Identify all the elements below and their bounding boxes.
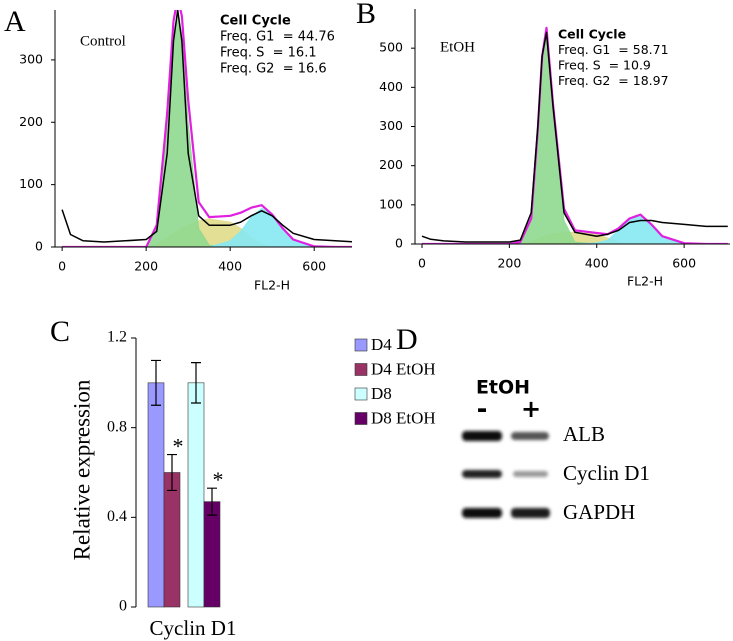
y-tick-label: 100 bbox=[379, 196, 403, 211]
component-area bbox=[62, 13, 352, 247]
legend-label: D4 bbox=[371, 335, 392, 354]
annotation: Freq. G1 = 44.76 bbox=[220, 30, 335, 45]
legend-swatch bbox=[354, 363, 368, 376]
significance-mark: * bbox=[173, 434, 184, 459]
x-tick-label: Cyclin D1 bbox=[150, 616, 237, 640]
y-tick-label: 200 bbox=[19, 114, 43, 129]
annotation: Freq. G1 = 58.71 bbox=[558, 42, 669, 57]
treatment-label: EtOH bbox=[476, 377, 530, 399]
band-label: ALB bbox=[563, 422, 605, 446]
band bbox=[462, 470, 502, 478]
legend-label: D8 bbox=[371, 384, 392, 403]
y-tick-label: 400 bbox=[379, 79, 403, 94]
histogram-line bbox=[61, 10, 352, 243]
y-tick-label: 300 bbox=[19, 51, 43, 66]
band bbox=[513, 471, 548, 477]
x-tick-label: 400 bbox=[585, 256, 609, 271]
panel-label: B bbox=[356, 0, 376, 30]
lane-label: - bbox=[477, 395, 488, 425]
legend-swatch bbox=[354, 387, 368, 401]
western-blot: EtOH - + ALB Cyclin D1 GAPDH bbox=[462, 377, 650, 524]
lane-label: + bbox=[521, 395, 541, 423]
significance-mark: * bbox=[213, 467, 224, 492]
sample-label: Control bbox=[80, 33, 126, 49]
x-tick-label: 0 bbox=[58, 259, 66, 274]
component-area bbox=[62, 218, 352, 247]
x-tick-label: 0 bbox=[418, 256, 426, 271]
error-bar bbox=[151, 359, 161, 406]
x-tick-label: 200 bbox=[497, 256, 521, 271]
bar bbox=[163, 472, 181, 608]
y-tick-label: 100 bbox=[19, 176, 43, 191]
bands bbox=[462, 431, 550, 518]
annotation: Freq. G2 = 16.6 bbox=[220, 62, 327, 77]
histogram-line bbox=[421, 31, 728, 243]
band bbox=[511, 508, 550, 518]
band-label: GAPDH bbox=[563, 500, 635, 524]
x-tick-label: 600 bbox=[302, 259, 326, 274]
error-bar bbox=[191, 362, 201, 404]
annotation: Freq. S = 16.1 bbox=[220, 46, 317, 61]
bar bbox=[147, 382, 165, 608]
annotation: Cell Cycle bbox=[558, 27, 626, 42]
y-tick-label: 0 bbox=[35, 239, 43, 254]
histogram-line bbox=[62, 10, 352, 247]
x-axis-label: FL2-H bbox=[627, 274, 663, 289]
band-label: Cyclin D1 bbox=[563, 461, 650, 485]
annotation: Cell Cycle bbox=[220, 14, 291, 29]
plot-area bbox=[61, 10, 352, 247]
y-tick-label: 500 bbox=[379, 40, 403, 55]
y-tick-label: 200 bbox=[379, 157, 403, 172]
legend-swatch bbox=[354, 412, 368, 425]
error-bar bbox=[167, 453, 177, 492]
y-tick-label: 0.8 bbox=[107, 418, 127, 435]
plot-area bbox=[421, 26, 728, 244]
y-tick-label: 0 bbox=[119, 598, 127, 615]
error-bar bbox=[207, 487, 217, 516]
legend-swatch bbox=[354, 338, 368, 352]
band bbox=[511, 432, 549, 440]
x-tick-label: 200 bbox=[134, 259, 158, 274]
sample-label: EtOH bbox=[440, 39, 475, 55]
panel-label: C bbox=[50, 315, 70, 348]
legend-label: D4 EtOH bbox=[371, 359, 436, 378]
panel-label: A bbox=[4, 5, 26, 38]
annotation: Freq. S = 10.9 bbox=[558, 58, 651, 73]
component-area bbox=[422, 36, 728, 244]
annotation: Freq. G2 = 18.97 bbox=[558, 73, 669, 88]
bar bbox=[203, 501, 221, 608]
x-axis-label: FL2-H bbox=[254, 278, 290, 293]
band bbox=[462, 431, 502, 441]
y-axis-label: Relative expression bbox=[69, 379, 94, 560]
panel-label: D bbox=[396, 323, 418, 356]
y-tick-label: 1.2 bbox=[107, 329, 127, 346]
band bbox=[462, 508, 502, 518]
y-tick-label: 0 bbox=[395, 236, 403, 251]
x-tick-label: 600 bbox=[672, 256, 696, 271]
x-tick-label: 400 bbox=[218, 259, 242, 274]
y-tick-label: 0.4 bbox=[107, 508, 127, 525]
y-tick-label: 300 bbox=[379, 118, 403, 133]
legend-label: D8 EtOH bbox=[371, 408, 436, 427]
bar bbox=[187, 382, 205, 608]
